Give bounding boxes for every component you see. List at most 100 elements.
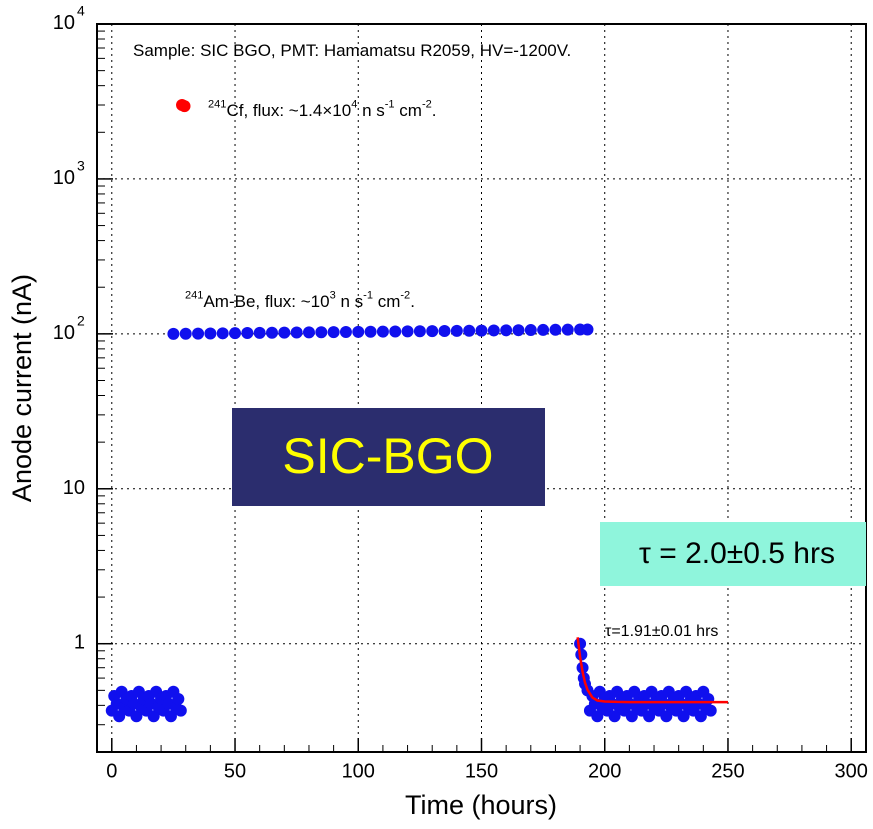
data-point [643, 710, 656, 723]
y-tick-label-exponent: 4 [77, 3, 85, 19]
y-tick-label-exponent: 3 [77, 158, 85, 174]
annotation-part: cm [373, 292, 400, 311]
data-point [389, 325, 402, 338]
annotation: τ=1.91±0.01 hrs [605, 623, 718, 640]
data-point [704, 704, 717, 717]
fit-line [576, 637, 728, 704]
data-point [450, 324, 463, 337]
x-tick-label: 250 [711, 760, 744, 782]
annotation-part: τ = 2.0±0.5 hrs [639, 537, 835, 570]
data-point [401, 325, 414, 338]
y-axis-label: Anode current (nA) [7, 274, 37, 502]
annotation: 241Am-Be, flux: ~103 n s-1 cm-2. [185, 289, 415, 311]
y-tick-label: 10 [53, 167, 75, 189]
y-tick-label: 10 [63, 477, 85, 499]
y-tick-label-base: 10 [53, 167, 75, 189]
data-point [660, 710, 673, 723]
data-point [147, 710, 160, 723]
data-point [178, 100, 191, 113]
data-point [192, 327, 205, 340]
y-tick-label-base: 10 [63, 477, 85, 499]
data-point [524, 324, 537, 337]
data-point [216, 327, 229, 340]
annotation-part: n s [336, 292, 363, 311]
x-tick-label: 50 [224, 760, 246, 782]
data-point [229, 327, 242, 340]
data-point [413, 325, 426, 338]
data-point [608, 710, 621, 723]
data-point [302, 326, 315, 339]
annotation-part: τ=1.91±0.01 hrs [605, 623, 718, 640]
annotation-part: -1 [385, 98, 395, 110]
data-point [179, 327, 192, 340]
annotation-part: Cf, flux: ~1.4×10 [226, 101, 351, 120]
data-point [677, 710, 690, 723]
annotation-part: . [432, 101, 437, 120]
annotation-part: -2 [422, 98, 432, 110]
data-point [537, 323, 550, 336]
data-point [426, 325, 439, 338]
data-point [278, 326, 291, 339]
annotation-part: . [410, 292, 415, 311]
annotation-box [600, 522, 866, 586]
data-point [625, 710, 638, 723]
data-point [376, 325, 389, 338]
data-point [253, 326, 266, 339]
plot-frame [96, 23, 867, 753]
data-point [290, 326, 303, 339]
x-tick-label: 100 [342, 760, 375, 782]
annotation-part: cm [395, 101, 422, 120]
data-point [581, 323, 594, 336]
data-point [327, 326, 340, 339]
y-tick-label: 10 [53, 12, 75, 34]
x-axis-label: Time (hours) [405, 790, 557, 820]
annotation-part: -2 [400, 289, 410, 301]
data-point [172, 692, 185, 705]
data-point [463, 324, 476, 337]
data-point [438, 324, 451, 337]
annotation-part: 4 [351, 98, 357, 110]
data-point [174, 704, 187, 717]
annotation-part: n s [357, 101, 384, 120]
data-point [561, 323, 574, 336]
annotation-part: 3 [330, 289, 336, 301]
x-tick-label: 200 [588, 760, 621, 782]
y-tick-label-exponent: 2 [77, 313, 85, 329]
annotation-part: 241 [208, 98, 226, 110]
annotation-part: -1 [363, 289, 373, 301]
annotation-part: SIC-BGO [282, 428, 493, 484]
data-point [167, 327, 180, 340]
annotation-box [232, 408, 545, 506]
data-point [591, 710, 604, 723]
data-point [204, 327, 217, 340]
data-point [352, 325, 365, 338]
annotation-part: 241 [185, 289, 203, 301]
annotation-part: Sample: SIC BGO, PMT: Hamamatsu R2059, H… [133, 41, 571, 60]
x-tick-label: 0 [106, 760, 117, 782]
data-point [113, 710, 126, 723]
data-point [164, 710, 177, 723]
y-tick-label: 1 [74, 632, 85, 654]
y-tick-label: 10 [53, 322, 75, 344]
annotation: 241Cf, flux: ~1.4×104 n s-1 cm-2. [208, 98, 437, 120]
annotation: Sample: SIC BGO, PMT: Hamamatsu R2059, H… [133, 41, 571, 60]
data-point [475, 324, 488, 337]
data-point [364, 325, 377, 338]
x-tick-label: 150 [465, 760, 498, 782]
y-tick-label-base: 10 [53, 322, 75, 344]
data-point [500, 324, 513, 337]
y-tick-label-base: 10 [53, 12, 75, 34]
data-point [512, 324, 525, 337]
data-point [315, 326, 328, 339]
y-tick-label-base: 1 [74, 632, 85, 654]
annotation: SIC-BGO [282, 428, 493, 484]
data-point [130, 710, 143, 723]
data-point [549, 323, 562, 336]
data-point [339, 325, 352, 338]
x-tick-label: 300 [835, 760, 868, 782]
annotation: τ = 2.0±0.5 hrs [639, 537, 835, 570]
data-point [265, 326, 278, 339]
data-point [241, 327, 254, 340]
annotation-part: Am-Be, flux: ~10 [203, 292, 329, 311]
